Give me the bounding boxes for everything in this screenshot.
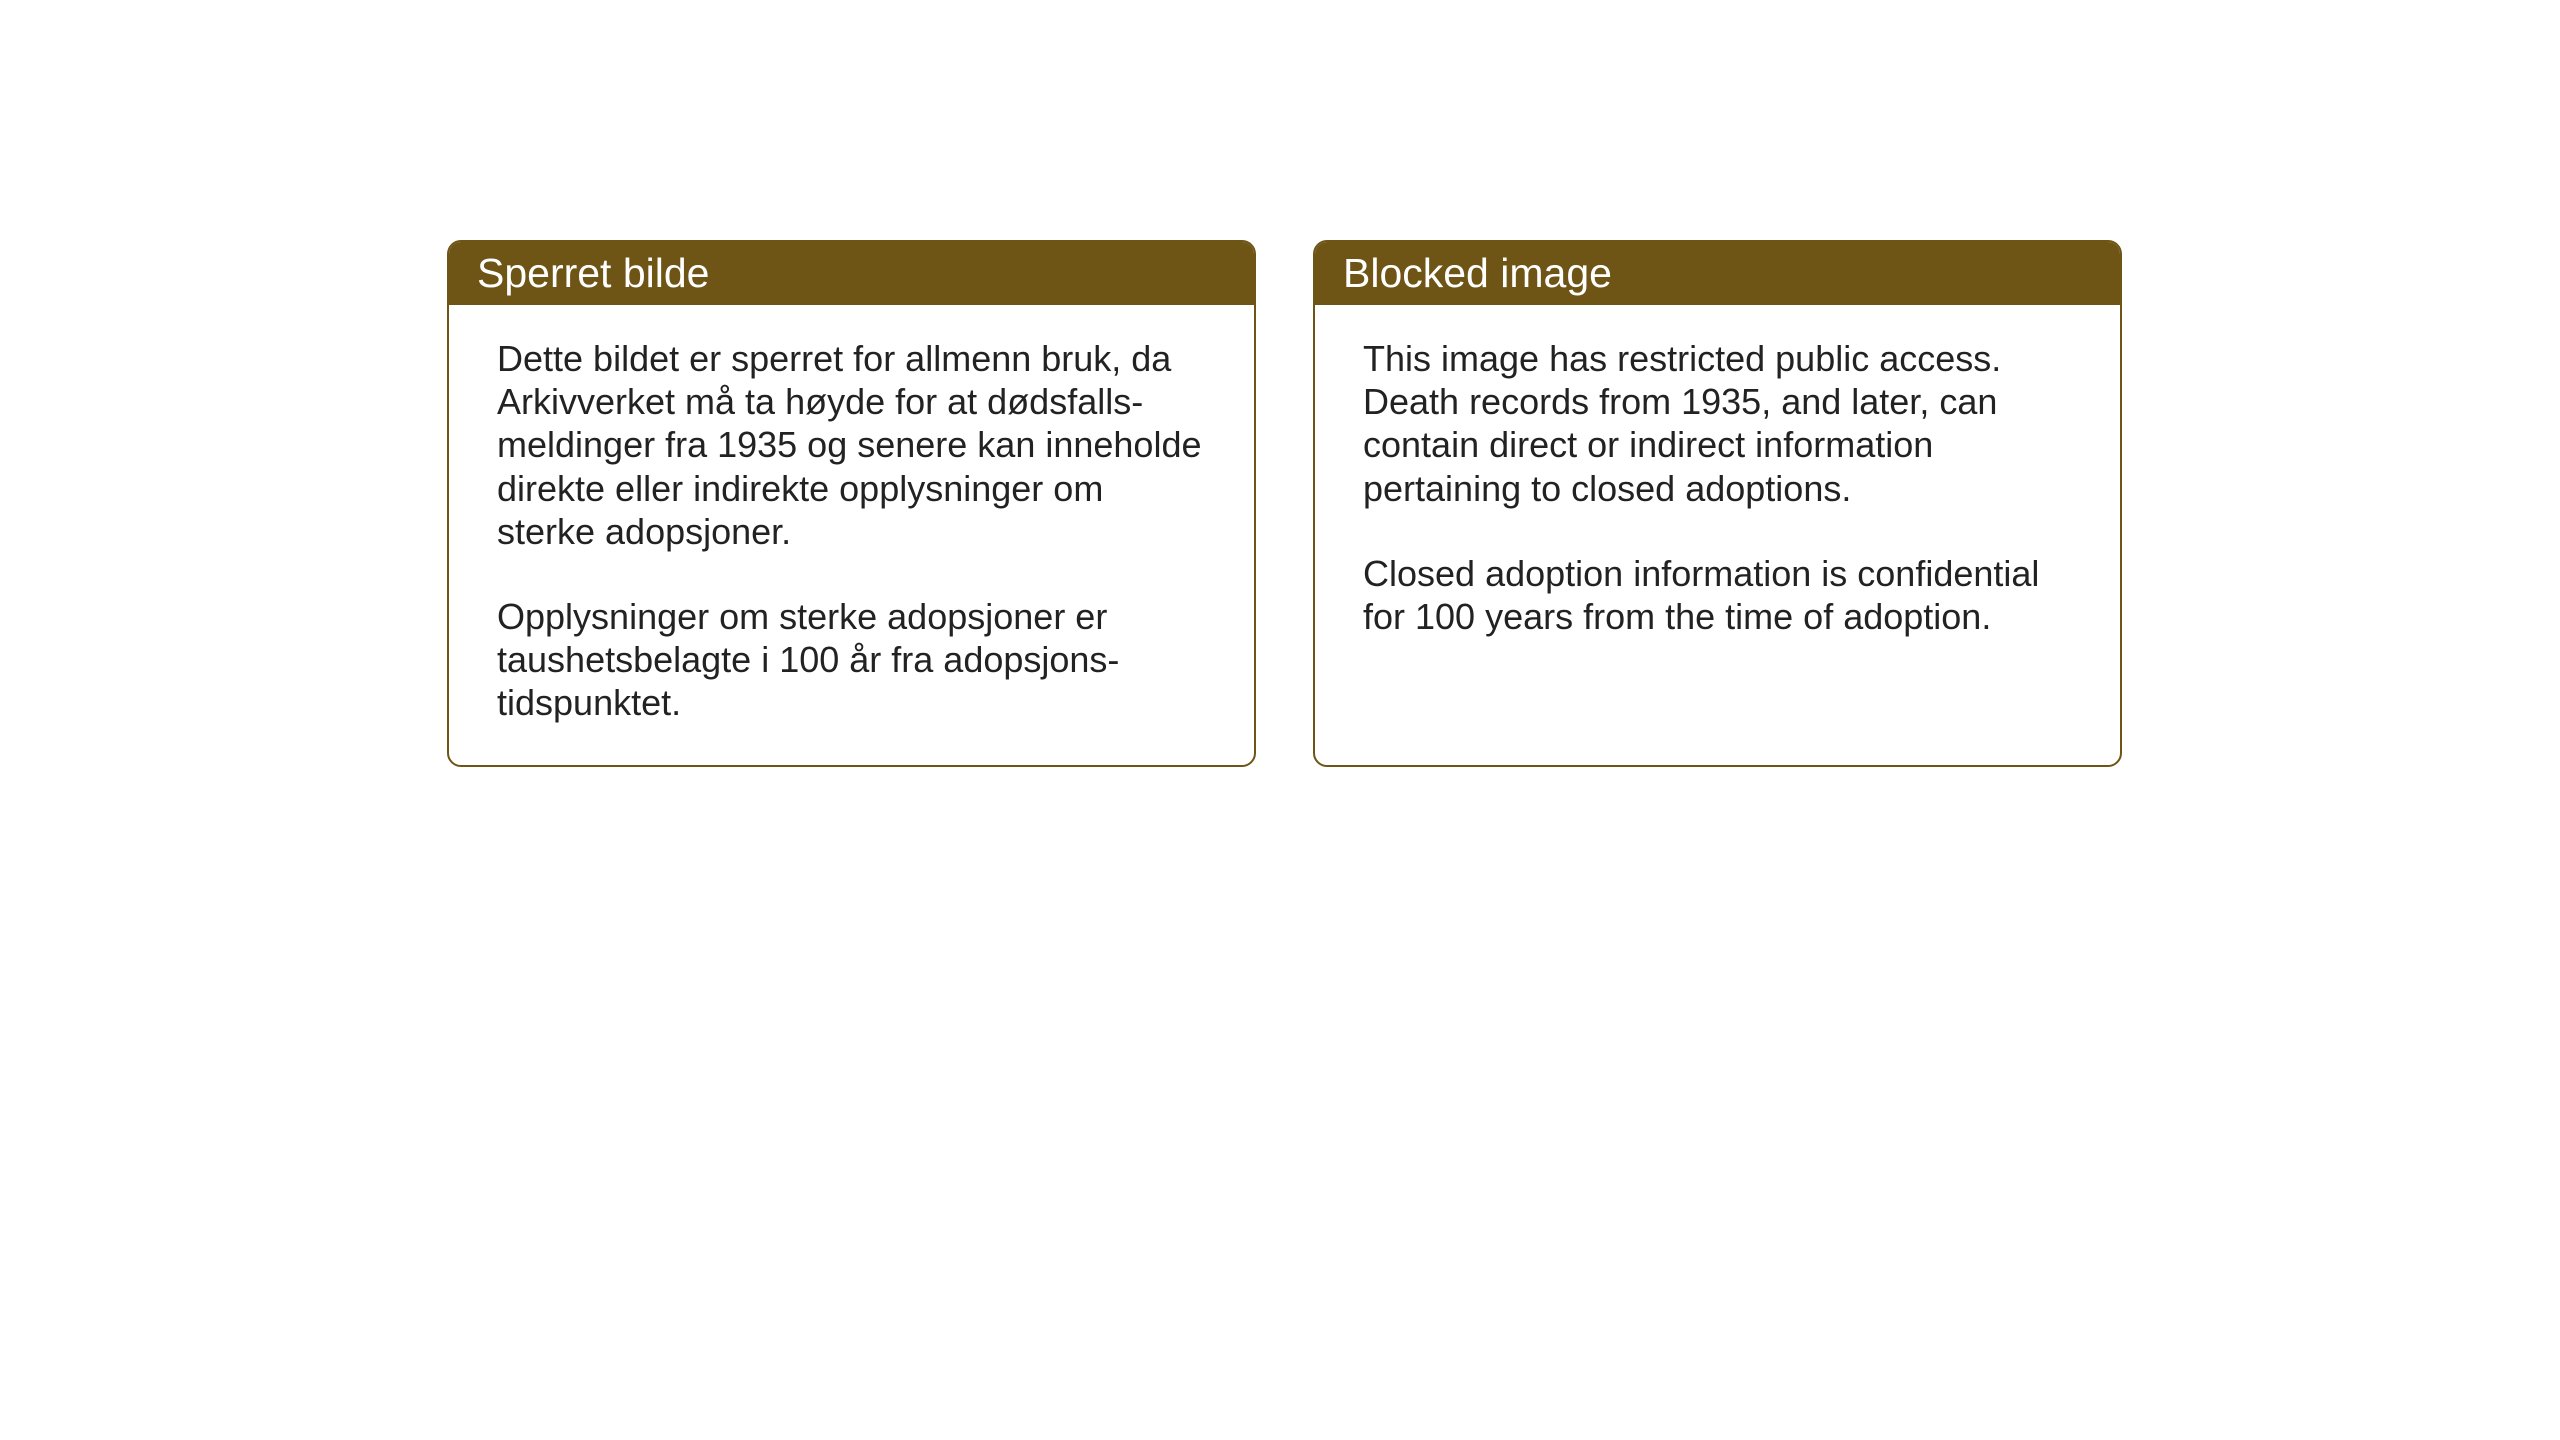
card-paragraph-2-english: Closed adoption information is confident… xyxy=(1363,552,2072,638)
card-body-english: This image has restricted public access.… xyxy=(1315,305,2120,678)
card-header-norwegian: Sperret bilde xyxy=(449,242,1254,305)
card-header-english: Blocked image xyxy=(1315,242,2120,305)
notice-cards-container: Sperret bilde Dette bildet er sperret fo… xyxy=(447,240,2122,767)
card-paragraph-2-norwegian: Opplysninger om sterke adopsjoner er tau… xyxy=(497,595,1206,725)
notice-card-norwegian: Sperret bilde Dette bildet er sperret fo… xyxy=(447,240,1256,767)
card-body-norwegian: Dette bildet er sperret for allmenn bruk… xyxy=(449,305,1254,765)
card-paragraph-1-english: This image has restricted public access.… xyxy=(1363,337,2072,510)
card-paragraph-1-norwegian: Dette bildet er sperret for allmenn bruk… xyxy=(497,337,1206,553)
card-title-english: Blocked image xyxy=(1343,250,1612,296)
card-title-norwegian: Sperret bilde xyxy=(477,250,709,296)
notice-card-english: Blocked image This image has restricted … xyxy=(1313,240,2122,767)
